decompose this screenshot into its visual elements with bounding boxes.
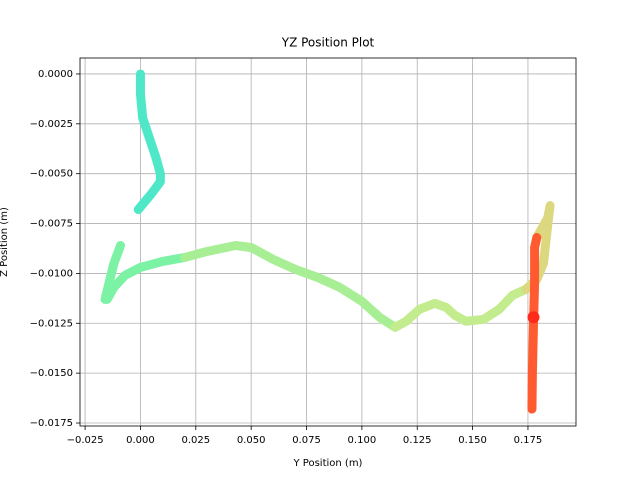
y-tick-label: −0.0075 xyxy=(30,219,73,230)
x-tick-label: 0.075 xyxy=(292,435,321,446)
x-tick-label: 0.125 xyxy=(403,435,432,446)
y-tick-label: −0.0025 xyxy=(30,119,73,130)
x-tick-label: −0.025 xyxy=(67,435,104,446)
y-tick-label: −0.0125 xyxy=(30,318,73,329)
y-tick-label: −0.0050 xyxy=(30,169,73,180)
trajectory-segment xyxy=(527,233,542,414)
plot-frame xyxy=(79,57,577,427)
chart-title: YZ Position Plot xyxy=(281,36,375,50)
x-axis-label: Y Position (m) xyxy=(293,458,363,469)
y-tick-label: 0.0000 xyxy=(38,69,73,80)
trajectory-segment xyxy=(390,284,531,332)
x-tick-label: 0.150 xyxy=(458,435,487,446)
y-tick-label: −0.0150 xyxy=(30,368,73,379)
y-tick-label: −0.0175 xyxy=(30,418,73,429)
x-tick-label: 0.050 xyxy=(237,435,266,446)
x-tick-label: 0.175 xyxy=(514,435,543,446)
trajectory-segment xyxy=(100,240,190,304)
x-tick-label: 0.000 xyxy=(126,435,155,446)
y-tick-label: −0.0100 xyxy=(30,268,73,279)
trajectory-point xyxy=(527,311,540,324)
y-axis-label: Z Position (m) xyxy=(0,207,10,277)
trajectory-segment xyxy=(180,240,400,332)
trajectory-segment xyxy=(133,69,165,215)
x-tick-label: 0.025 xyxy=(181,435,210,446)
x-tick-label: 0.100 xyxy=(348,435,377,446)
